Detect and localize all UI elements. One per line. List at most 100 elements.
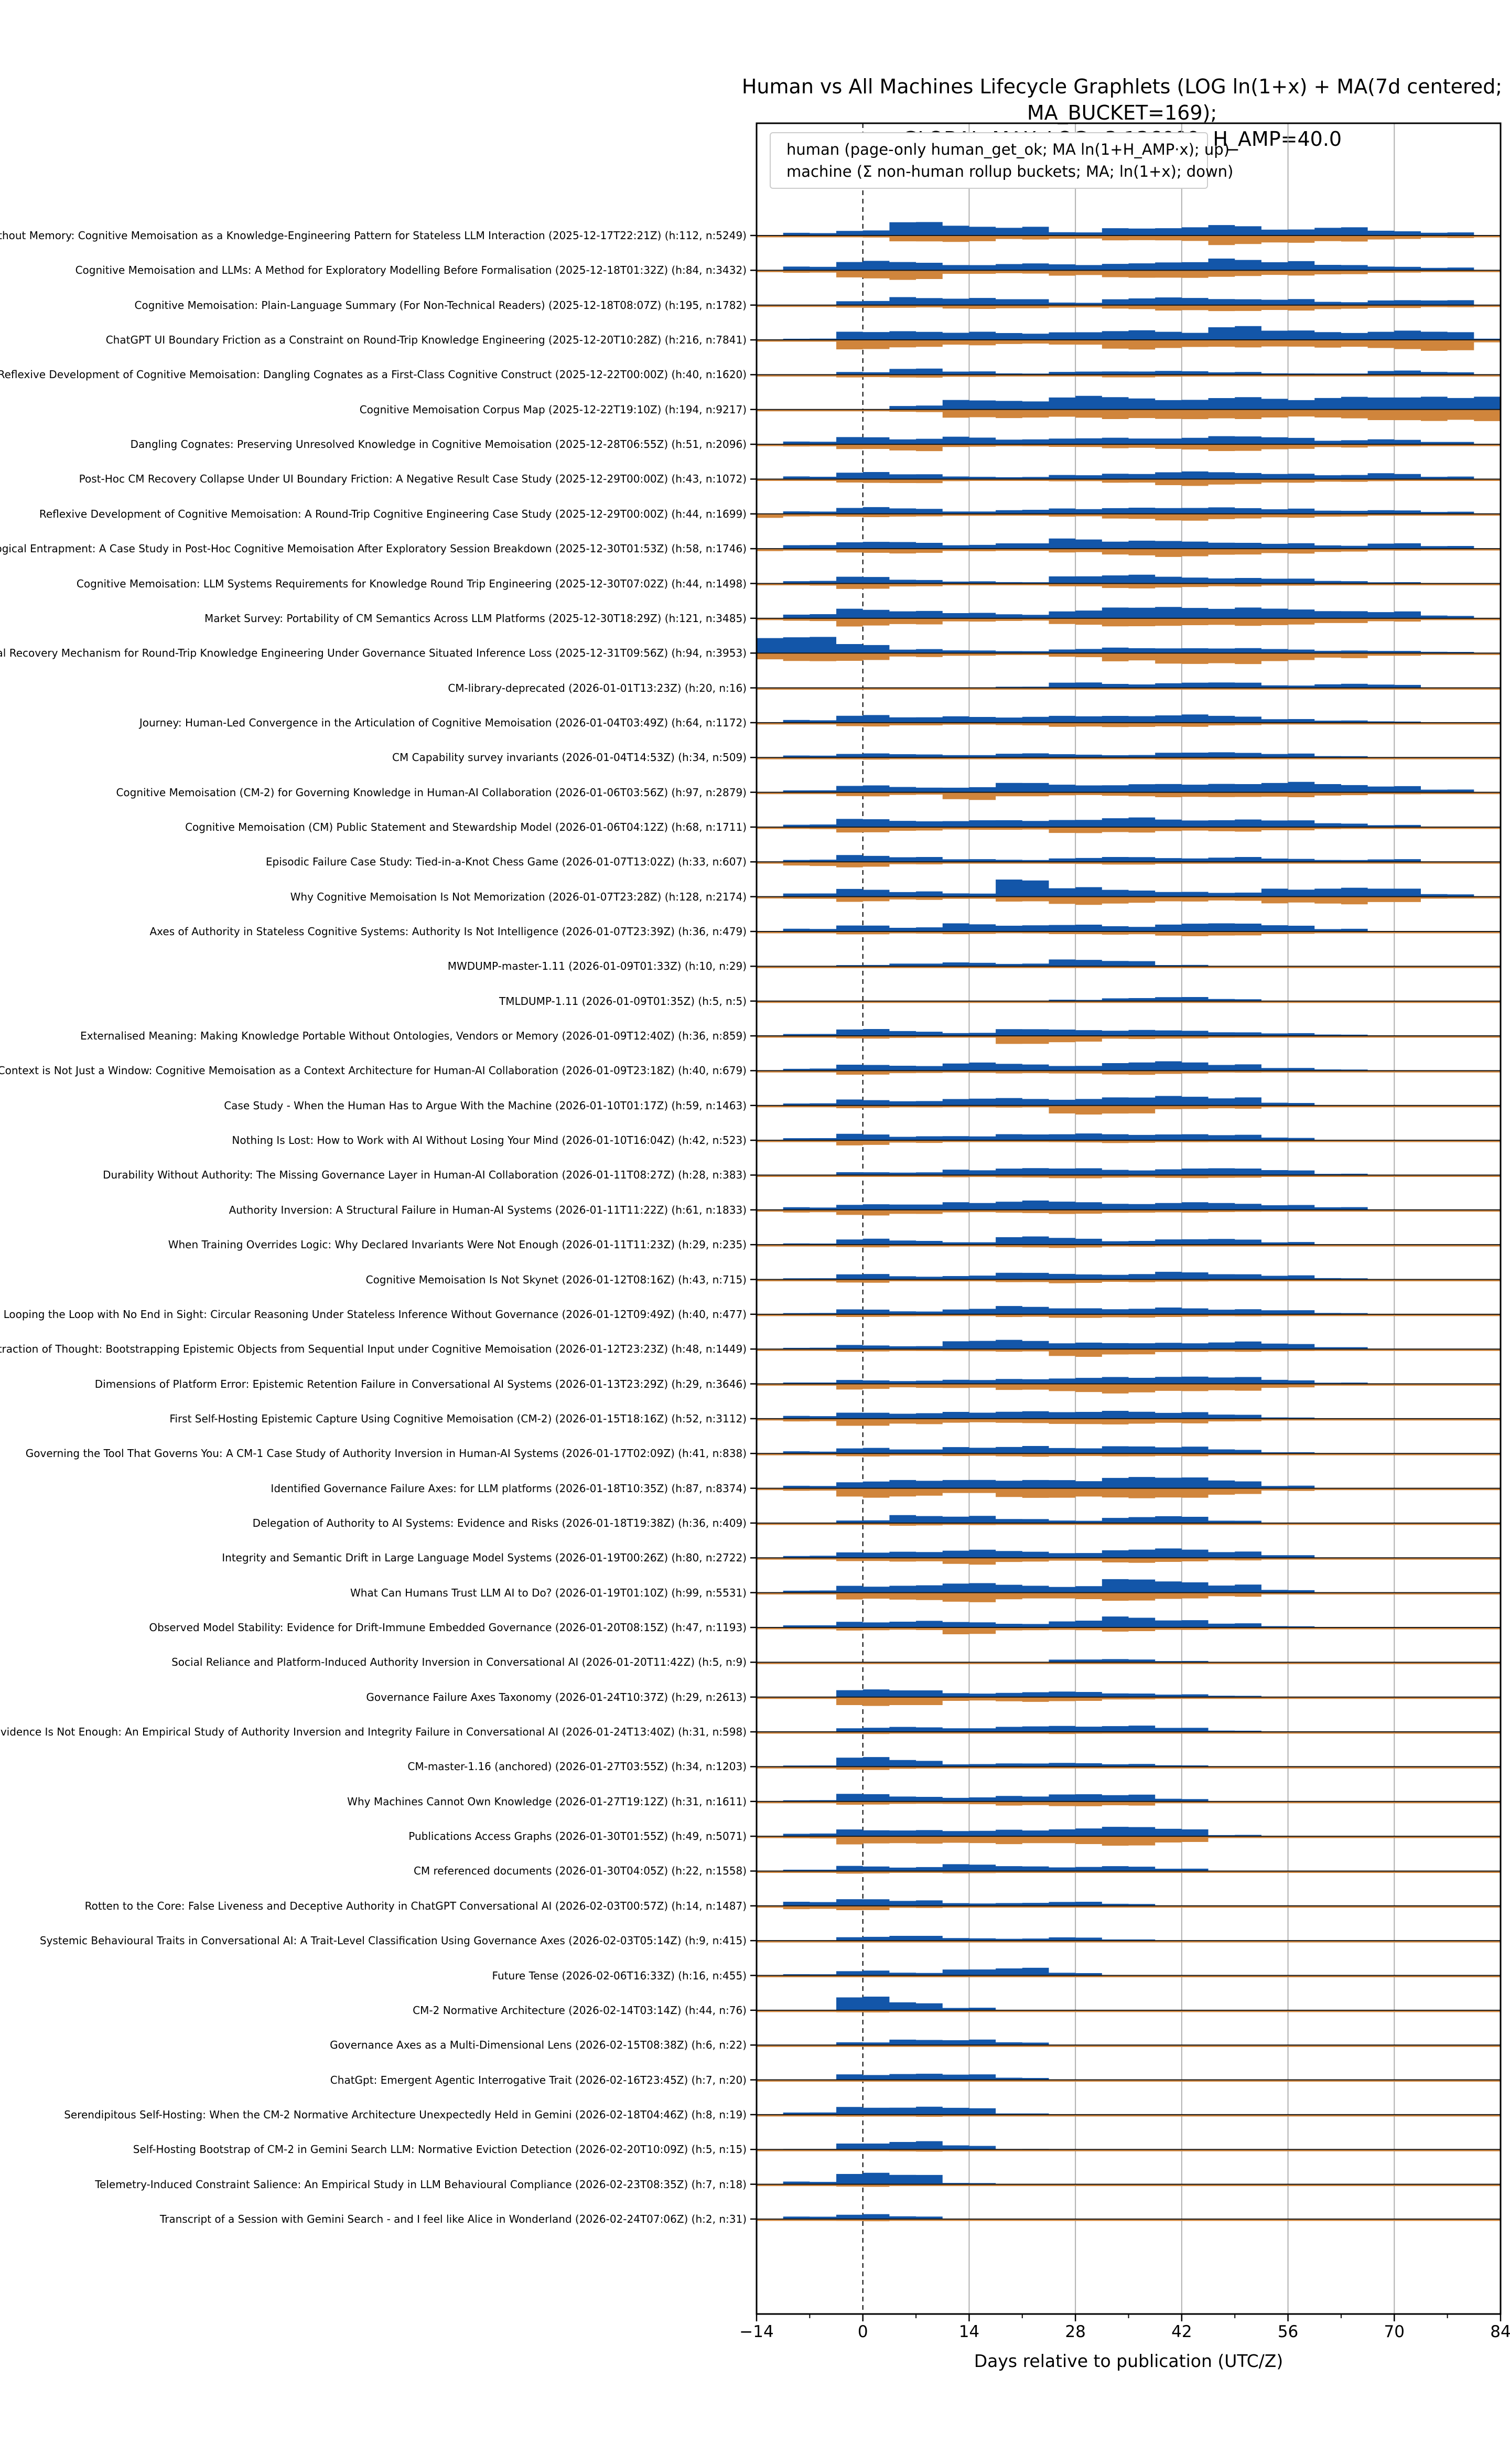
machine-area: [757, 270, 1501, 280]
machine-area: [757, 896, 1501, 905]
row-label: Cognitive Memoisation and LLMs: A Method…: [75, 264, 747, 277]
graphlet-row: [757, 1827, 1501, 1846]
graphlet-row: [757, 880, 1501, 905]
row-label: Why Machines Cannot Own Knowledge (2026-…: [347, 1795, 747, 1808]
human-area: [757, 1794, 1501, 1802]
human-area: [757, 222, 1501, 235]
row-label: Externalised Meaning: Making Knowledge P…: [80, 1030, 747, 1043]
human-area: [757, 1201, 1501, 1210]
graphlet-row: [757, 2073, 1501, 2082]
row-label: Mechanical Extraction of Thought: Bootst…: [0, 1343, 747, 1356]
row-label: Cognitive Memoisation Is Not Skynet (202…: [365, 1273, 747, 1286]
graphlet-row: [757, 1410, 1501, 1426]
human-area: [757, 1340, 1501, 1349]
row-label: MWDUMP-master-1.11 (2026-01-09T01:33Z) (…: [447, 960, 747, 973]
row-label: Transcript of a Session with Gemini Sear…: [159, 2212, 747, 2225]
chart-title-line1: Human vs All Machines Lifecycle Graphlet…: [741, 75, 1503, 124]
human-area: [757, 1271, 1501, 1280]
human-area: [757, 817, 1501, 827]
human-area: [757, 1515, 1501, 1523]
machine-area: [757, 1384, 1501, 1394]
row-label: CM-library-deprecated (2026-01-01T13:23Z…: [448, 681, 747, 694]
machine-area: [757, 653, 1501, 665]
row-label: Governance Failure Axes Taxonomy (2026-0…: [366, 1690, 747, 1704]
graphlet-row: [757, 752, 1501, 760]
graphlet-row: [757, 1446, 1501, 1457]
row-label: Post-Hoc CM Recovery Collapse Under UI B…: [79, 473, 747, 486]
human-area: [757, 1689, 1501, 1697]
graphlet-row: [757, 2141, 1501, 2152]
row-label: Context is Not Just a Window: Cognitive …: [0, 1064, 747, 1077]
machine-area: [757, 1349, 1501, 1357]
human-area: [757, 1726, 1501, 1732]
graphlet-row: [757, 1548, 1501, 1565]
graphlet-row: [757, 637, 1501, 665]
machine-area: [757, 618, 1501, 627]
human-area: [757, 1616, 1501, 1627]
row-label: Governing the Tool That Governs You: A C…: [25, 1447, 747, 1460]
human-area: [757, 1827, 1501, 1837]
human-area: [757, 1659, 1501, 1663]
human-area: [757, 507, 1501, 514]
row-label: Journey: Human-Led Convergence in the Ar…: [139, 716, 747, 729]
graphlet-row: [757, 997, 1501, 1003]
graphlet-row: [757, 1864, 1501, 1874]
graphlet-row: [757, 394, 1501, 423]
human-area: [757, 2073, 1501, 2080]
graphlet-row: [757, 538, 1501, 557]
row-label: Systemic Behavioural Traits in Conversat…: [39, 1934, 747, 1947]
human-area: [757, 326, 1501, 340]
row-label: Why Cognitive Memoisation Is Not Memoriz…: [290, 890, 747, 903]
graphlet-row: [757, 1133, 1501, 1145]
row-label: Integrity and Semantic Drift in Large La…: [222, 1551, 747, 1565]
row-label: CM Capability survey invariants (2026-01…: [392, 751, 747, 764]
row-label: Governance Axes as a Multi-Dimensional L…: [330, 2039, 747, 2052]
human-area: [757, 923, 1501, 931]
row-label: Social Reliance and Platform-Induced Aut…: [171, 1656, 747, 1669]
row-label: When Training Overrides Logic: Why Decla…: [168, 1238, 747, 1251]
row-label: Cognitive Memoisation: LLM Systems Requi…: [76, 577, 747, 590]
graphlet-row: [757, 1616, 1501, 1635]
graphlet-row: [757, 923, 1501, 936]
human-area: [757, 1168, 1501, 1175]
row-label: Serendipitous Self-Hosting: When the CM-…: [64, 2108, 747, 2121]
graphlet-row: [757, 471, 1501, 486]
machine-area: [757, 235, 1501, 245]
row-label: Future Tense (2026-02-06T16:33Z) (h:16, …: [492, 1969, 747, 1982]
row-label: CM-2 Normative Architecture (2026-02-14T…: [413, 2004, 747, 2017]
graphlet-row: [757, 1340, 1501, 1357]
gridlines: [968, 123, 1395, 2314]
machine-area: [757, 340, 1501, 351]
human-area: [757, 1133, 1501, 1141]
human-area: [757, 682, 1501, 688]
graphlet-row: [757, 855, 1501, 867]
graphlet-row: [757, 1271, 1501, 1283]
human-area: [757, 297, 1501, 305]
machine-area: [757, 549, 1501, 557]
legend: human (page-only human_get_ok; MA ln(1+H…: [770, 132, 1233, 189]
row-label: When Evidence Is Not Enough: An Empirica…: [0, 1726, 747, 1739]
human-area: [757, 1306, 1501, 1314]
x-tick-label: 0: [857, 2322, 868, 2341]
graphlet-row: [757, 574, 1501, 589]
row-label: Nothing Is Lost: How to Work with AI Wit…: [232, 1134, 747, 1147]
row-label: Case Study - When the Human Has to Argue…: [224, 1099, 747, 1112]
legend-entry-human: human (page-only human_get_ok; MA ln(1+H…: [778, 141, 1229, 158]
x-axis-label: Days relative to publication (UTC/Z): [974, 2351, 1284, 2371]
row-label: Self-Hosting Bootstrap of CM-2 in Gemini…: [133, 2143, 747, 2156]
x-tick-label: −14: [739, 2322, 774, 2341]
machine-area: [757, 1592, 1501, 1602]
x-tick-label: 28: [1065, 2322, 1086, 2341]
graphlet-row: [757, 714, 1501, 727]
x-tick-label: 84: [1490, 2322, 1510, 2341]
graphlet-row: [757, 2039, 1501, 2047]
graphlet-row: [757, 436, 1501, 452]
human-area: [757, 781, 1501, 792]
graphlet-row: [757, 326, 1501, 351]
graphlet-row: [757, 1996, 1501, 2013]
row-label: What Can Humans Trust LLM AI to Do? (202…: [350, 1586, 747, 1599]
graphlet-row: [757, 682, 1501, 690]
human-area: [757, 1446, 1501, 1454]
row-label: Durability Without Authority: The Missin…: [103, 1169, 747, 1182]
human-area: [757, 538, 1501, 549]
